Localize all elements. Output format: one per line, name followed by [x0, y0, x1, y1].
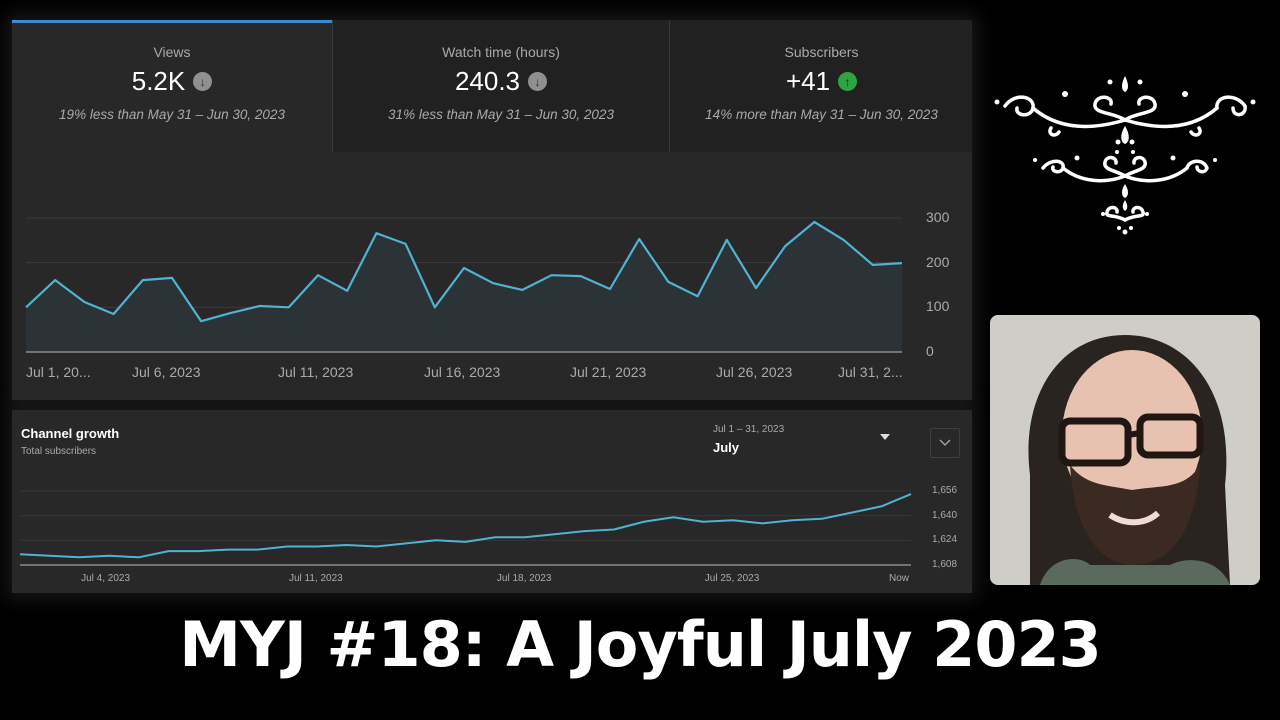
metric-label: Subscribers [784, 44, 859, 60]
x-axis-label: Jul 11, 2023 [278, 364, 354, 380]
metric-value: 240.3 [454, 66, 521, 96]
x-axis-label: Jul 18, 2023 [496, 573, 552, 584]
dropdown-caret-icon[interactable] [880, 434, 890, 440]
host-photo [990, 315, 1260, 585]
arrow-up-circle-icon: ↑ [838, 72, 858, 91]
video-title: MYJ #18: A Joyful July 2023 [179, 608, 1101, 681]
metric-comparison: 19% less than May 31 – Jun 30, 2023 [59, 107, 285, 122]
tab-watch-time[interactable]: Watch time (hours) 240.3 ↓ 31% less than… [333, 20, 670, 152]
y-axis-label: 1,656 [932, 485, 958, 496]
metric-value-row: +41 ↑ [670, 66, 973, 97]
metric-label: Watch time (hours) [442, 44, 560, 60]
metric-value-row: 240.3 ↓ [333, 66, 669, 97]
chart-line [25, 220, 903, 323]
chart-gridlines [20, 490, 911, 541]
expand-button[interactable] [930, 428, 960, 458]
metric-value: +41 [785, 66, 831, 96]
chart-line [19, 493, 912, 559]
x-axis-label: Jul 1, 20... [26, 364, 91, 380]
y-axis-label: 300 [926, 209, 950, 225]
period-range: Jul 1 – 31, 2023 [713, 424, 785, 435]
person-portrait-icon [990, 315, 1260, 585]
period-label: July [713, 440, 740, 455]
x-axis-label: Jul 11, 2023 [289, 573, 343, 584]
y-axis-label: 0 [926, 343, 934, 359]
metric-comparison: 31% less than May 31 – Jun 30, 2023 [388, 107, 614, 122]
views-chart[interactable]: Jul 1, 20... Jul 6, 2023 Jul 11, 2023 Jul 1… [12, 152, 972, 400]
x-axis-label: Jul 16, 2023 [424, 364, 501, 380]
metric-tabs: Views 5.2K ↓ 19% less than May 31 – Jun … [12, 20, 972, 152]
card-title: Channel growth [21, 426, 120, 441]
x-axis-label: Jul 4, 2023 [81, 573, 131, 584]
chevron-down-icon [939, 439, 951, 446]
x-axis-label: Now [889, 573, 910, 584]
metric-label: Views [153, 44, 191, 60]
chart-area-fill [26, 222, 902, 352]
y-axis-label: 100 [926, 298, 950, 315]
arrow-down-circle-icon: ↓ [193, 72, 213, 91]
card-subtitle: Total subscribers [21, 446, 97, 457]
tab-views[interactable]: Views 5.2K ↓ 19% less than May 31 – Jun … [12, 20, 333, 152]
x-axis-label: Jul 25, 2023 [704, 573, 760, 584]
decorative-flourish-icon [994, 76, 1256, 235]
x-axis-label: Jul 21, 2023 [570, 364, 647, 380]
metric-comparison: 14% more than May 31 – Jun 30, 2023 [705, 107, 938, 122]
tab-subscribers[interactable]: Subscribers +41 ↑ 14% more than May 31 –… [670, 20, 973, 152]
views-chart-svg [25, 217, 903, 353]
overview-panel: Views 5.2K ↓ 19% less than May 31 – Jun … [12, 20, 972, 400]
x-axis-label: Jul 6, 2023 [132, 364, 201, 380]
metric-value-row: 5.2K ↓ [12, 66, 332, 97]
y-axis-label: 1,608 [932, 559, 958, 570]
metric-value: 5.2K [131, 66, 186, 96]
y-axis-label: 1,640 [932, 509, 958, 521]
x-axis-label: Jul 26, 2023 [716, 364, 793, 380]
y-axis-label: 200 [926, 253, 950, 270]
channel-growth-card: Channel growth Total subscribers Jul 1 –… [12, 410, 972, 593]
arrow-down-circle-icon: ↓ [528, 72, 548, 91]
channel-growth-chart[interactable] [12, 410, 972, 593]
y-axis-label: 1,624 [932, 534, 958, 546]
x-axis-label: Jul 31, 2... [838, 364, 903, 380]
